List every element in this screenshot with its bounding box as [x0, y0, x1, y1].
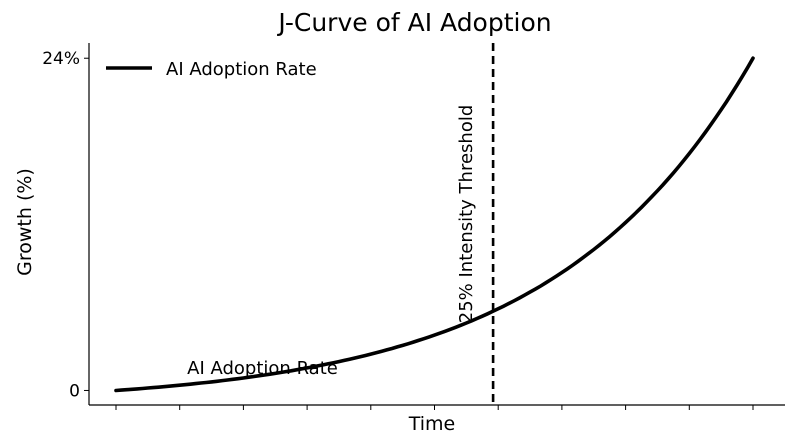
- legend: AI Adoption Rate: [106, 59, 317, 80]
- axes: [88, 43, 785, 406]
- legend-label: AI Adoption Rate: [166, 59, 317, 80]
- y-tick-label: 0: [69, 381, 80, 401]
- x-ticks: [115, 405, 754, 410]
- curve-label: AI Adoption Rate: [187, 358, 338, 379]
- threshold-label: 25% Intensity Threshold: [456, 105, 477, 324]
- series-line-ai-adoption-rate: [114, 56, 755, 393]
- y-axis-label: Growth (%): [14, 168, 36, 276]
- y-tick-label: 24%: [42, 49, 80, 69]
- chart-title: J-Curve of AI Adoption: [276, 8, 551, 37]
- y-ticks: 0 24%: [42, 49, 89, 401]
- x-axis-label: Time: [408, 413, 456, 435]
